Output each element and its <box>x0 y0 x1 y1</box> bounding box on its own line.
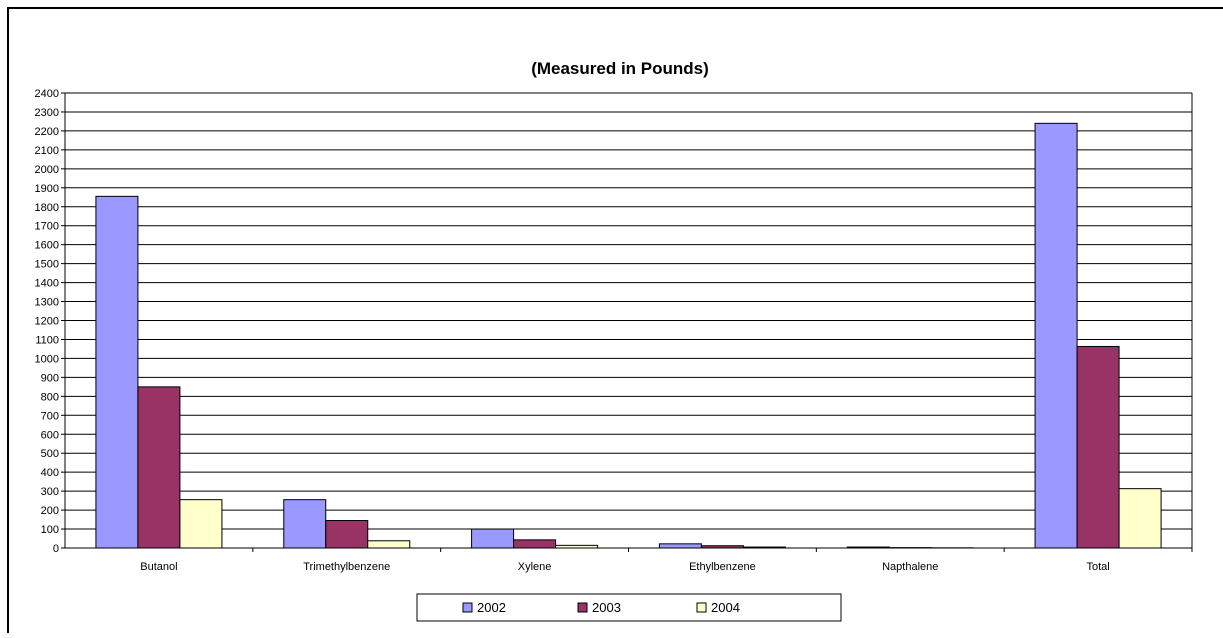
y-tick-label: 400 <box>41 467 59 479</box>
y-tick-label: 1700 <box>35 221 59 233</box>
bar <box>1077 346 1119 548</box>
bar <box>180 500 222 548</box>
legend-label: 2003 <box>592 600 621 615</box>
bar <box>138 387 180 548</box>
y-tick-label: 1300 <box>35 297 59 309</box>
legend-label: 2004 <box>711 600 740 615</box>
y-tick-label: 1400 <box>35 278 59 290</box>
x-tick-label: Xylene <box>518 561 552 573</box>
y-tick-label: 2000 <box>35 164 59 176</box>
y-tick-label: 500 <box>41 448 59 460</box>
y-tick-label: 1200 <box>35 316 59 328</box>
y-tick-label: 2100 <box>35 145 59 157</box>
bar <box>1035 123 1077 548</box>
y-tick-label: 1600 <box>35 240 59 252</box>
legend-swatch <box>463 603 472 612</box>
legend-swatch <box>697 603 706 612</box>
x-tick-label: Trimethylbenzene <box>303 561 390 573</box>
y-tick-label: 2200 <box>35 126 59 138</box>
bar <box>659 544 701 548</box>
y-tick-label: 1900 <box>35 183 59 195</box>
x-tick-label: Butanol <box>140 561 177 573</box>
y-tick-label: 0 <box>53 543 59 555</box>
y-tick-label: 700 <box>41 410 59 422</box>
chart-title: (Measured in Pounds) <box>531 59 709 78</box>
y-tick-label: 600 <box>41 429 59 441</box>
bar <box>368 541 410 548</box>
bar <box>96 196 138 548</box>
y-tick-label: 200 <box>41 505 59 517</box>
y-tick-label: 100 <box>41 524 59 536</box>
bar <box>1119 489 1161 548</box>
x-tick-label: Napthalene <box>882 561 938 573</box>
x-tick-label: Ethylbenzene <box>689 561 756 573</box>
x-tick-label: Total <box>1086 561 1109 573</box>
y-tick-label: 1500 <box>35 259 59 271</box>
bar <box>284 500 326 548</box>
legend: 2002 2003 2004 <box>417 594 841 621</box>
y-tick-label: 800 <box>41 391 59 403</box>
y-tick-label: 300 <box>41 486 59 498</box>
y-tick-label: 1100 <box>35 334 59 346</box>
y-tick-label: 1800 <box>35 202 59 214</box>
legend-label: 2002 <box>477 600 506 615</box>
y-tick-label: 2400 <box>35 88 59 100</box>
bar <box>326 521 368 548</box>
bar <box>514 540 556 548</box>
legend-swatch <box>578 603 587 612</box>
y-tick-label: 1000 <box>35 353 59 365</box>
bar <box>472 529 514 548</box>
y-tick-label: 2300 <box>35 107 59 119</box>
y-tick-label: 900 <box>41 372 59 384</box>
